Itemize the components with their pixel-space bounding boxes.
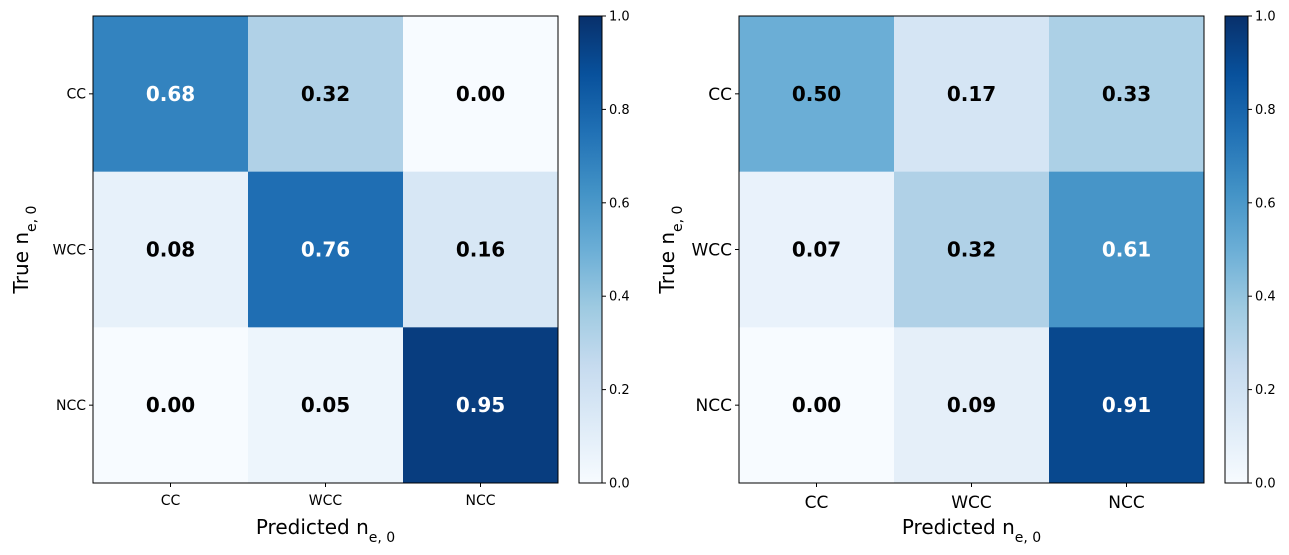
cell-value-label: 0.17 <box>947 82 996 106</box>
heatmap-panel-2: 0.50 0.17 0.33 0.07 0.32 0.61 0.00 0.09 0.91 CC WC… <box>655 10 1276 547</box>
cell-value-label: 0.95 <box>456 393 505 417</box>
heatmap-cell <box>894 171 1050 328</box>
x-tick-label: CC <box>805 493 829 513</box>
y-axis-label: True ne, 0 <box>655 206 686 295</box>
cell-value-label: 0.08 <box>146 238 195 262</box>
cell-value-label: 0.61 <box>1102 238 1151 262</box>
heatmap-cell <box>739 327 895 484</box>
x-tick-label: NCC <box>1108 493 1144 513</box>
colorbar-tick-label: 0.0 <box>609 477 630 492</box>
heatmap-cell <box>403 171 559 328</box>
cell-value-label: 0.32 <box>947 238 996 262</box>
x-tick-label: WCC <box>309 493 343 509</box>
y-tick-label: NCC <box>696 396 732 416</box>
y-tick-label: CC <box>66 87 86 103</box>
heatmap-cell <box>1049 171 1205 328</box>
heatmap-cell <box>739 16 895 173</box>
heatmap-cell <box>93 171 249 328</box>
x-tick-label: NCC <box>465 493 495 509</box>
heatmap-cell <box>739 171 895 328</box>
heatmap-cell <box>1049 327 1205 484</box>
x-tick-label: WCC <box>951 493 992 513</box>
colorbar-tick-label: 0.2 <box>1255 383 1276 398</box>
cell-value-label: 0.50 <box>792 82 841 106</box>
heatmap-cell <box>248 16 404 173</box>
colorbar <box>578 15 603 484</box>
cell-value-label: 0.16 <box>456 238 505 262</box>
colorbar-tick-label: 0.2 <box>609 383 630 398</box>
y-tick-label: WCC <box>691 240 732 260</box>
colorbar-tick-label: 0.8 <box>1255 103 1276 118</box>
cell-value-label: 0.00 <box>146 393 195 417</box>
x-axis-label: Predicted ne, 0 <box>256 515 395 546</box>
colorbar <box>1224 15 1249 484</box>
colorbar-tick-label: 0.0 <box>1255 477 1276 492</box>
heatmap-cell <box>403 16 559 173</box>
heatmap-cell <box>894 16 1050 173</box>
cell-value-label: 0.32 <box>301 82 350 106</box>
heatmap-cell <box>248 171 404 328</box>
colorbar-tick-label: 0.4 <box>609 290 630 305</box>
cell-value-label: 0.91 <box>1102 393 1151 417</box>
colorbar-tick-label: 0.6 <box>1255 196 1276 211</box>
y-tick-label: NCC <box>56 398 86 414</box>
y-axis-label: True ne, 0 <box>9 206 40 295</box>
cell-value-label: 0.00 <box>456 82 505 106</box>
cell-value-label: 0.09 <box>947 393 996 417</box>
y-tick-label: CC <box>708 85 732 105</box>
heatmap-cell <box>93 16 249 173</box>
x-axis-label: Predicted ne, 0 <box>902 515 1041 546</box>
cell-value-label: 0.68 <box>146 82 195 106</box>
heatmap-cell <box>403 327 559 484</box>
colorbar-tick-label: 0.4 <box>1255 290 1276 305</box>
heatmap-cell <box>93 327 249 484</box>
cell-value-label: 0.07 <box>792 238 841 262</box>
cell-value-label: 0.05 <box>301 393 350 417</box>
colorbar-tick-label: 0.6 <box>609 196 630 211</box>
x-tick-label: CC <box>161 493 181 509</box>
colorbar-tick-label: 0.8 <box>609 103 630 118</box>
heatmap-cell <box>248 327 404 484</box>
colorbar-tick-label: 1.0 <box>1255 10 1276 25</box>
heatmap-cell <box>1049 16 1205 173</box>
colorbar-tick-label: 1.0 <box>609 10 630 25</box>
heatmap-cell <box>894 327 1050 484</box>
cell-value-label: 0.00 <box>792 393 841 417</box>
cell-value-label: 0.33 <box>1102 82 1151 106</box>
cell-value-label: 0.76 <box>301 238 350 262</box>
heatmap-panel-1: 0.68 0.32 0.00 0.08 0.76 0.16 0.00 0.05 0.95 CC WC… <box>9 10 630 547</box>
y-tick-label: WCC <box>53 242 87 258</box>
